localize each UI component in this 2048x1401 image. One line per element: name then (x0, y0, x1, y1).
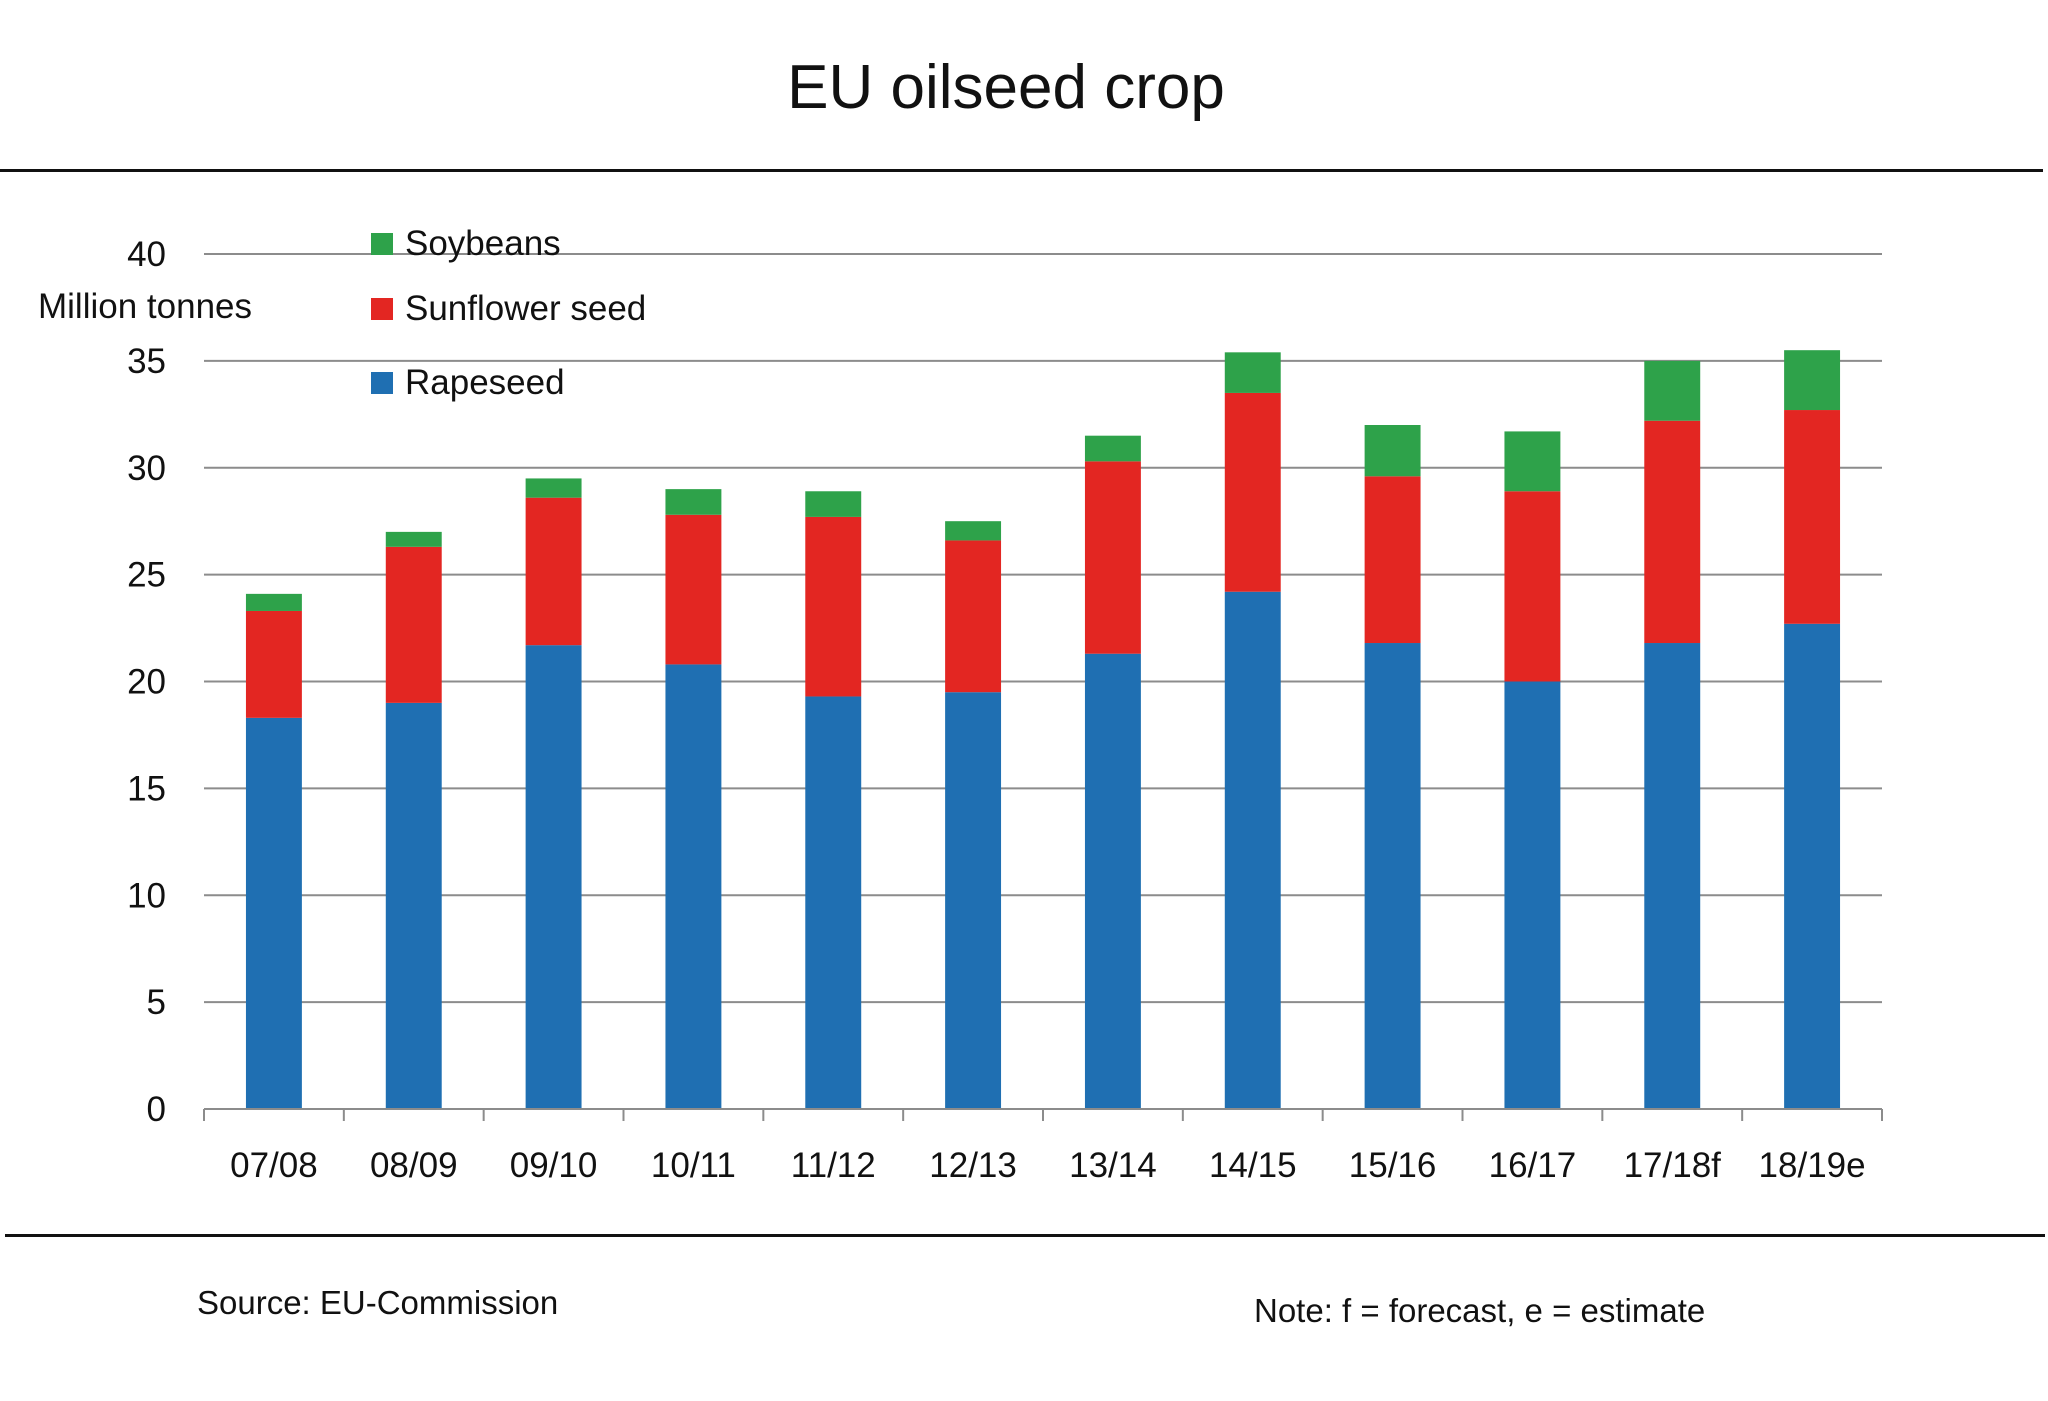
bar-soybeans-6 (1084, 435, 1141, 462)
bar-soybeans-1 (385, 531, 442, 547)
bar-rapeseed-8 (1364, 643, 1421, 1109)
y-tick-label-5: 5 (147, 983, 166, 1022)
x-tick-label-1: 08/09 (370, 1146, 458, 1185)
legend-swatch-rapeseed (371, 372, 393, 394)
bar-rapeseed-10 (1644, 643, 1701, 1109)
bar-soybeans-2 (525, 478, 582, 498)
y-tick-label-0: 0 (147, 1090, 166, 1129)
bar-rapeseed-0 (245, 717, 302, 1109)
bar-rapeseed-3 (665, 664, 722, 1109)
bar-sunflower-seed-9 (1504, 491, 1561, 682)
x-tick-label-2: 09/10 (510, 1146, 598, 1185)
top-divider (0, 169, 2043, 172)
legend-item-sunflower: Sunflower seed (371, 289, 646, 329)
bar-sunflower-seed-10 (1644, 420, 1701, 644)
bar-sunflower-seed-4 (805, 516, 862, 697)
legend-label-soybeans: Soybeans (405, 224, 561, 263)
legend-item-rapeseed: Rapeseed (371, 363, 565, 403)
bar-sunflower-seed-7 (1224, 392, 1281, 592)
bar-sunflower-seed-11 (1784, 410, 1841, 624)
bar-soybeans-11 (1784, 350, 1841, 411)
x-tick-label-10: 17/18f (1624, 1146, 1722, 1185)
bar-rapeseed-5 (945, 692, 1002, 1109)
bar-soybeans-0 (245, 593, 302, 611)
bar-rapeseed-7 (1224, 591, 1281, 1109)
bottom-divider (5, 1234, 2045, 1237)
bar-sunflower-seed-1 (385, 546, 442, 703)
bar-sunflower-seed-5 (945, 540, 1002, 693)
y-tick-label-25: 25 (127, 556, 166, 595)
bar-soybeans-10 (1644, 360, 1701, 421)
bar-sunflower-seed-0 (245, 610, 302, 718)
y-tick-label-35: 35 (127, 342, 166, 381)
bar-soybeans-9 (1504, 431, 1561, 492)
bar-soybeans-4 (805, 491, 862, 517)
bar-rapeseed-11 (1784, 623, 1841, 1109)
bar-rapeseed-6 (1084, 653, 1141, 1109)
bar-soybeans-3 (665, 489, 722, 515)
x-tick-label-7: 14/15 (1209, 1146, 1297, 1185)
y-tick-label-30: 30 (127, 449, 166, 488)
source-note: Source: EU-Commission (197, 1284, 559, 1321)
x-tick-label-9: 16/17 (1489, 1146, 1577, 1185)
bar-sunflower-seed-6 (1084, 461, 1141, 654)
y-tick-label-40: 40 (127, 235, 166, 274)
legend-label-rapeseed: Rapeseed (405, 363, 565, 402)
legend-item-soybeans: Soybeans (371, 224, 561, 264)
x-tick-label-4: 11/12 (791, 1146, 876, 1185)
bar-soybeans-8 (1364, 425, 1421, 477)
x-tick-label-5: 12/13 (929, 1146, 1017, 1185)
chart-title: EU oilseed crop (787, 53, 1225, 122)
bar-rapeseed-1 (385, 702, 442, 1109)
y-axis-label: Million tonnes (38, 287, 252, 326)
bar-rapeseed-9 (1504, 681, 1561, 1109)
y-tick-label-20: 20 (127, 663, 166, 702)
x-tick-label-3: 10/11 (651, 1146, 736, 1185)
y-tick-label-15: 15 (127, 769, 166, 808)
legend-swatch-soybeans (371, 233, 393, 255)
bar-sunflower-seed-8 (1364, 476, 1421, 644)
x-tick-label-0: 07/08 (230, 1146, 318, 1185)
bar-soybeans-5 (945, 521, 1002, 541)
footnote: Note: f = forecast, e = estimate (1254, 1292, 1706, 1329)
bar-rapeseed-4 (805, 696, 862, 1109)
bar-sunflower-seed-3 (665, 514, 722, 665)
bar-rapeseed-2 (525, 645, 582, 1109)
legend-label-sunflower: Sunflower seed (405, 289, 647, 328)
x-tick-label-11: 18/19e (1759, 1146, 1866, 1185)
bar-sunflower-seed-2 (525, 497, 582, 646)
y-tick-label-10: 10 (127, 876, 166, 915)
bar-soybeans-7 (1224, 352, 1281, 393)
x-tick-label-8: 15/16 (1349, 1146, 1437, 1185)
legend-swatch-sunflower (371, 298, 393, 320)
x-tick-label-6: 13/14 (1069, 1146, 1157, 1185)
